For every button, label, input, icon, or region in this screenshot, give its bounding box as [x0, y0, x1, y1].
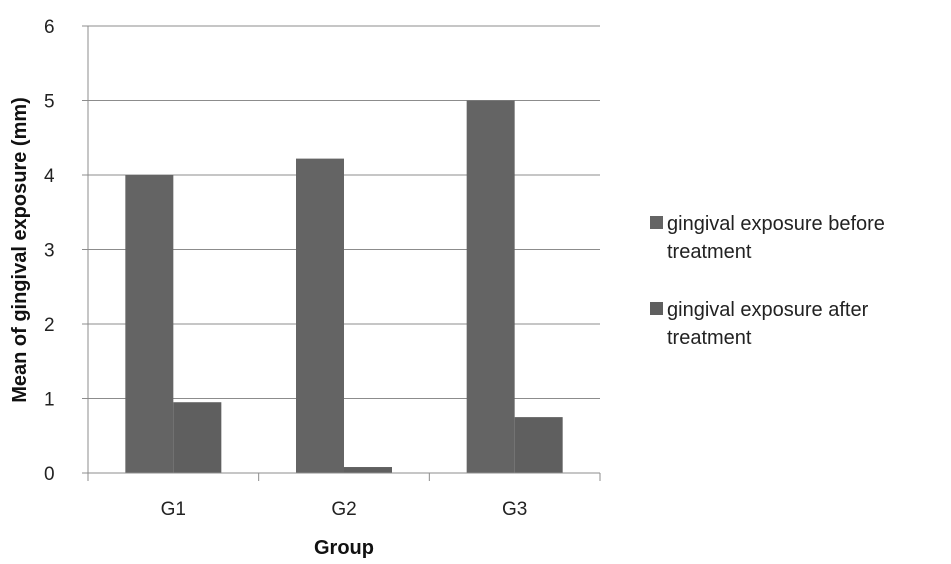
legend: gingival exposure beforetreatmentgingiva…	[650, 213, 885, 349]
bar-g2-series-1	[296, 158, 344, 474]
x-tick-label: G2	[331, 499, 356, 520]
legend-item-2: gingival exposure after treatment	[650, 299, 869, 349]
x-axis-title: Group	[314, 537, 374, 559]
x-tick-label: G1	[161, 499, 186, 520]
bar-g1-series-2	[173, 402, 222, 473]
y-tick-label: 1	[44, 390, 55, 411]
y-tick-label: 5	[44, 92, 55, 113]
x-tick-labels: G1 G2 G3	[161, 499, 528, 520]
legend-label: treatment	[667, 327, 752, 349]
legend-label: gingival exposure after	[667, 299, 869, 321]
bar-g3-series-1	[466, 100, 515, 473]
y-tick-label: 0	[44, 464, 55, 485]
y-tick-label: 2	[44, 315, 55, 336]
y-axis-title: Mean of gingival exposure (mm)	[9, 97, 31, 403]
legend-swatch	[650, 216, 663, 229]
legend-label: gingival exposure before	[667, 213, 885, 235]
y-tick-labels: 0 1 2 3 4 5 6	[44, 17, 55, 485]
bar-g2-series-2	[344, 467, 392, 473]
bars	[125, 100, 563, 474]
axes	[82, 25, 601, 481]
y-tick-label: 6	[44, 17, 55, 38]
legend-swatch	[650, 302, 663, 315]
x-tick-label: G3	[502, 499, 527, 520]
y-tick-label: 4	[44, 166, 55, 187]
bar-g1-series-1	[125, 175, 174, 473]
legend-label: treatment	[667, 241, 752, 263]
bar-g3-series-2	[514, 417, 563, 473]
legend-item-1: gingival exposure before treatment	[650, 213, 885, 263]
y-tick-label: 3	[44, 241, 55, 262]
